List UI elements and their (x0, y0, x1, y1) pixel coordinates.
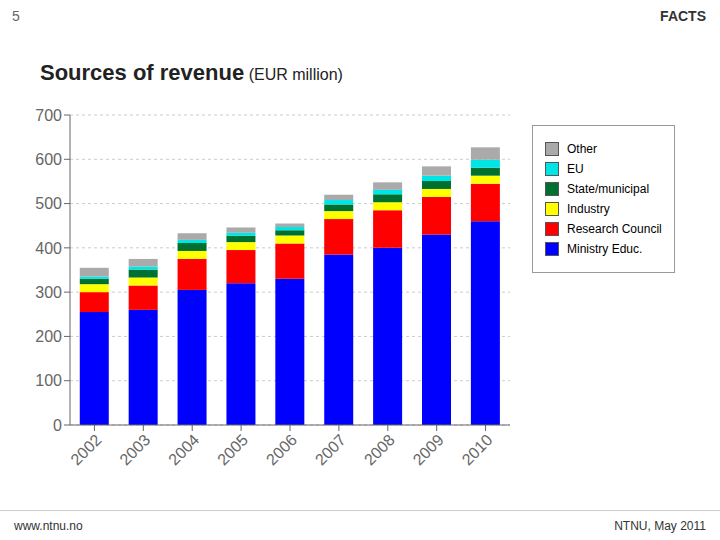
svg-text:2010: 2010 (459, 431, 496, 468)
svg-text:200: 200 (35, 328, 62, 345)
html-text:Research Council: Research Council (567, 222, 662, 236)
svg-text:0: 0 (53, 417, 62, 434)
svg-text:400: 400 (35, 240, 62, 257)
svg-text:2003: 2003 (116, 431, 153, 468)
svg-text:2004: 2004 (165, 431, 202, 468)
svg-text:700: 700 (35, 107, 62, 124)
svg-text:500: 500 (35, 195, 62, 212)
html-text:NTNU, May 2011: NTNU, May 2011 (614, 518, 706, 533)
svg-text:100: 100 (35, 372, 62, 389)
html-text:FACTS: FACTS (660, 8, 706, 24)
html-text:www.ntnu.no: www.ntnu.no (14, 518, 83, 533)
svg-text:2006: 2006 (263, 431, 300, 468)
svg-text:2009: 2009 (410, 431, 447, 468)
html-text:Other: Other (567, 142, 597, 156)
html-text:State/municipal: State/municipal (567, 182, 649, 196)
html-text:Sources of revenue(EUR million: Sources of revenue(EUR million) (40, 60, 343, 85)
svg-text:2008: 2008 (361, 431, 398, 468)
svg-text:2002: 2002 (67, 431, 104, 468)
html-text:Ministry Educ.: Ministry Educ. (567, 242, 643, 256)
svg-text:600: 600 (35, 151, 62, 168)
svg-text:300: 300 (35, 284, 62, 301)
svg-text:2007: 2007 (312, 431, 349, 468)
html-text:Industry: Industry (567, 202, 610, 216)
html-text:5: 5 (12, 8, 20, 24)
html-text:EU: EU (567, 162, 584, 176)
svg-text:2005: 2005 (214, 431, 251, 468)
